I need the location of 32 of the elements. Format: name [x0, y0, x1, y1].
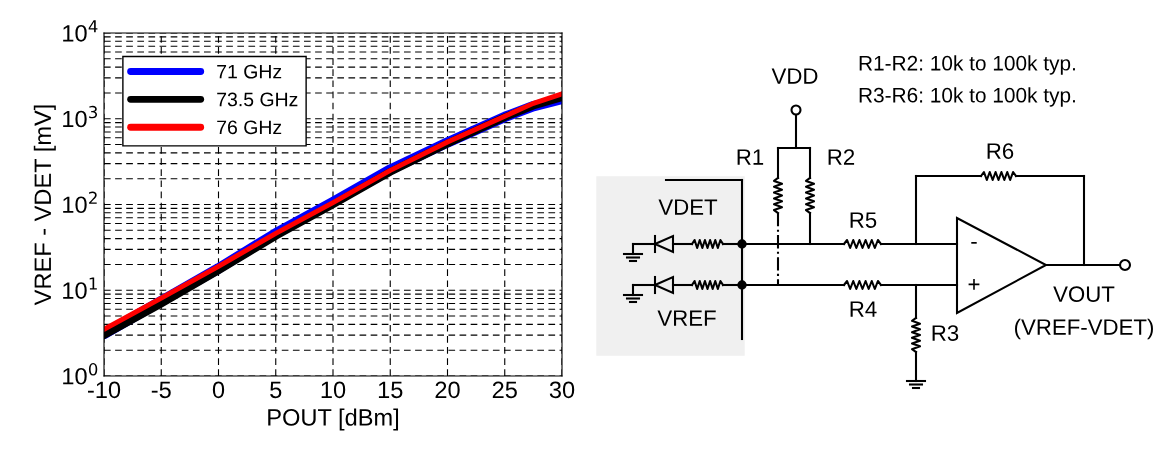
text: VREF	[657, 310, 716, 326]
x-tick-label: 5	[270, 381, 282, 399]
y-tick-label: 10$^{1}$	[63, 277, 97, 299]
text: VDD	[771, 68, 818, 84]
text: +	[968, 278, 980, 290]
text: R5	[850, 212, 877, 228]
y-tick-label: 10$^{2}$	[63, 191, 97, 214]
x-tick-label: 20	[435, 381, 460, 399]
text: VOUT	[1053, 286, 1115, 302]
text: R3-R6: 10k to 100k typ.	[859, 87, 1075, 107]
y-tick-label: 10$^{3}$	[63, 105, 98, 128]
x-tick-label: 30	[549, 381, 575, 399]
x-tick-label: 0	[212, 381, 225, 399]
x-tick-label: 15	[378, 381, 403, 399]
x-axis-title: POUT [dBm]	[268, 408, 399, 431]
y-axis-title: VREF - VDET [mV]	[33, 105, 56, 306]
text: R4	[850, 301, 877, 317]
text: R6	[987, 143, 1014, 159]
text: R3	[932, 325, 959, 341]
legend-label: 71 GHz	[217, 64, 282, 79]
x-tick-label: -5	[151, 381, 171, 399]
text: R2	[828, 149, 855, 165]
text: R1	[737, 149, 764, 165]
x-tick-label: 10	[321, 381, 346, 399]
legend-label: 73.5 GHz	[217, 92, 298, 107]
text: (VREF-VDET)	[1015, 318, 1153, 340]
x-tick-label: 25	[492, 381, 517, 399]
text: VDET	[658, 199, 718, 215]
legend-label: 76 GHz	[217, 120, 282, 135]
y-tick-label: 10$^{4}$	[63, 20, 98, 42]
text: -	[971, 241, 977, 244]
text: R1-R2: 10k to 100k typ.	[859, 55, 1075, 75]
